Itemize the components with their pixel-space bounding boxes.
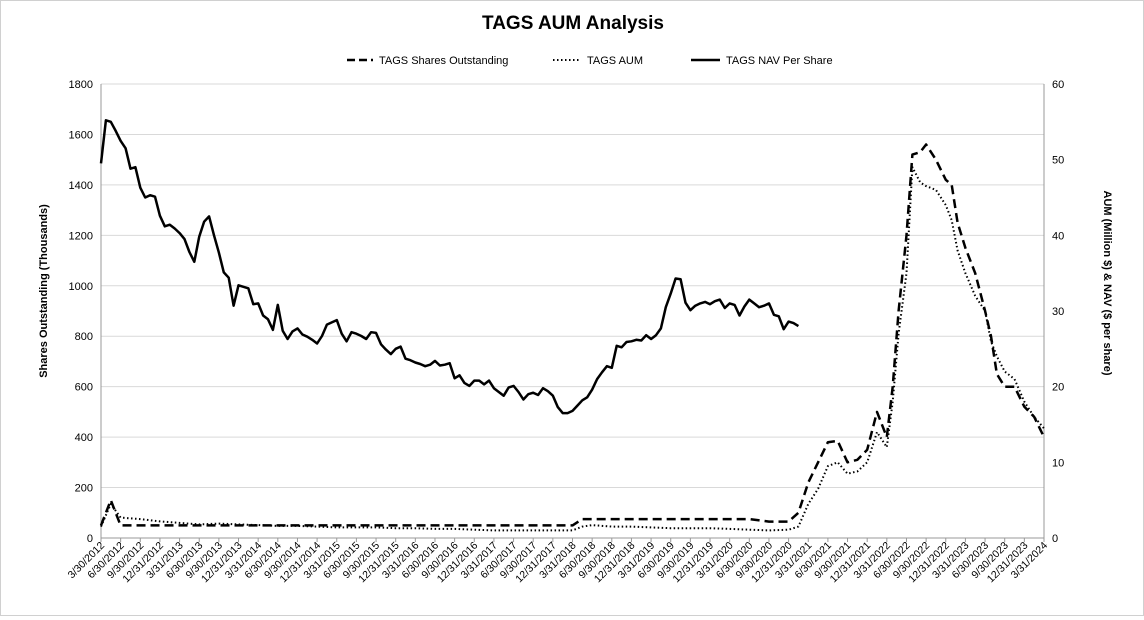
- legend-label-shares: TAGS Shares Outstanding: [379, 55, 508, 67]
- legend-label-nav: TAGS NAV Per Share: [726, 55, 833, 67]
- legend-item-shares: TAGS Shares Outstanding: [347, 55, 508, 67]
- y-axis-right: 0 10 20 30 40 50 60: [1052, 79, 1064, 545]
- series-aum-line: [100, 166, 1045, 532]
- y-left-tick-label: 600: [75, 382, 93, 394]
- x-axis: 3/30/20126/30/20129/30/201212/31/20123/3…: [66, 538, 1050, 585]
- y-right-tick-label: 0: [1052, 533, 1058, 545]
- y-left-tick-label: 1800: [69, 79, 93, 91]
- legend-label-aum: TAGS AUM: [587, 55, 643, 67]
- y-right-tick-label: 20: [1052, 382, 1064, 394]
- series-shares-outstanding-line: [99, 143, 1046, 527]
- y-right-tick-label: 30: [1052, 306, 1064, 318]
- y-right-tick-label: 50: [1052, 155, 1064, 167]
- y-right-tick-label: 10: [1052, 457, 1064, 469]
- y-left-tick-label: 0: [87, 533, 93, 545]
- y-left-tick-label: 1400: [69, 180, 93, 192]
- plot-area: [99, 119, 1046, 532]
- legend-item-aum: TAGS AUM: [553, 55, 643, 67]
- y-left-tick-label: 800: [75, 331, 93, 343]
- y-left-tick-label: 1600: [69, 129, 93, 141]
- y-left-tick-label: 1000: [69, 281, 93, 293]
- y-right-tick-label: 40: [1052, 230, 1064, 242]
- y-axis-left: 0 200 400 600 800 1000 1200 1400 1600 1800: [69, 79, 93, 545]
- legend: TAGS Shares Outstanding TAGS AUM TAGS NA…: [347, 55, 833, 67]
- y-left-tick-label: 1200: [69, 230, 93, 242]
- legend-item-nav: TAGS NAV Per Share: [691, 55, 833, 67]
- y-left-tick-label: 400: [75, 432, 93, 444]
- y-right-tick-label: 60: [1052, 79, 1064, 91]
- chart-title: TAGS AUM Analysis: [482, 13, 664, 34]
- y-left-tick-label: 200: [75, 483, 93, 495]
- y-axis-right-title: AUM (Million $) & NAV ($ per share): [1101, 191, 1113, 376]
- y-axis-left-title: Shares Outstanding (Thousands): [38, 204, 50, 378]
- series-nav-line: [99, 119, 800, 415]
